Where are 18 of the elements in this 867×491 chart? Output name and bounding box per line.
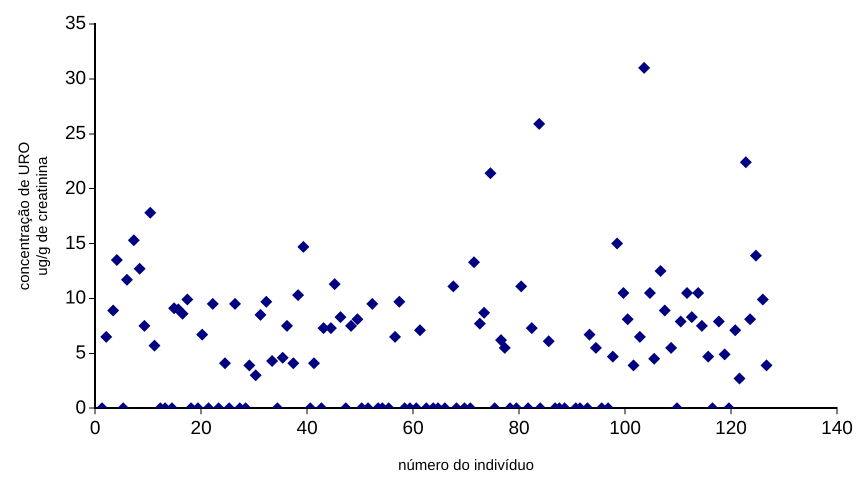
x-tick-label: 120 xyxy=(715,418,747,439)
x-tick-label: 40 xyxy=(296,418,318,439)
y-tick-label: 20 xyxy=(64,178,86,199)
y-tick-label: 10 xyxy=(64,288,86,309)
x-axis-title: número do indivíduo xyxy=(398,457,534,474)
x-tick-label: 0 xyxy=(90,418,100,439)
y-tick-label: 25 xyxy=(64,123,86,144)
y-tick-label: 30 xyxy=(64,68,86,90)
y-axis-title: concentração de URO ug/g de creatinina xyxy=(16,142,52,290)
y-tick-label: 15 xyxy=(64,232,86,254)
x-tick-label: 60 xyxy=(402,418,424,439)
x-tick-label: 20 xyxy=(190,418,212,439)
x-tick-label: 100 xyxy=(609,418,641,439)
y-tick-label: 5 xyxy=(76,342,86,364)
x-tick-label: 80 xyxy=(508,418,530,439)
y-tick-label: 35 xyxy=(64,13,86,34)
x-tick-label: 140 xyxy=(821,418,853,439)
y-tick-label: 0 xyxy=(76,397,86,418)
